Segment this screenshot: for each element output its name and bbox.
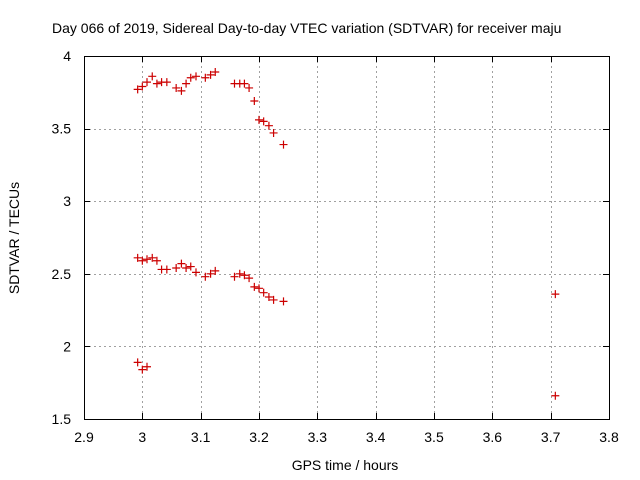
data-point-middle bbox=[138, 256, 147, 265]
data-point-middle bbox=[259, 288, 268, 297]
data-point-upper bbox=[255, 115, 263, 124]
x-tick-label: 3.5 bbox=[424, 429, 444, 445]
data-point-middle bbox=[551, 290, 560, 299]
y-tick-labels: 1.5 2 2.5 3 3.5 4 bbox=[52, 48, 72, 427]
data-point-upper bbox=[259, 117, 268, 126]
data-point-middle bbox=[255, 284, 263, 293]
data-point-upper bbox=[162, 78, 171, 87]
data-point-upper bbox=[279, 140, 288, 149]
data-point-upper bbox=[269, 128, 278, 137]
data-point-middle bbox=[206, 269, 215, 278]
data-point-upper bbox=[143, 78, 151, 87]
data-point-middle bbox=[201, 272, 210, 281]
data-point-upper bbox=[250, 97, 259, 106]
axis-ticks bbox=[84, 56, 610, 420]
x-tick-label: 3.3 bbox=[308, 429, 328, 445]
data-points bbox=[133, 67, 560, 400]
data-point-middle bbox=[192, 268, 200, 277]
data-point-upper bbox=[138, 82, 147, 91]
x-tick-label: 3.1 bbox=[191, 429, 211, 445]
data-point-middle bbox=[240, 271, 249, 280]
y-tick-label: 2.5 bbox=[52, 266, 72, 282]
data-point-middle bbox=[186, 262, 195, 271]
data-point-upper bbox=[245, 83, 254, 92]
y-axis-label: SDTVAR / TECUs bbox=[6, 182, 22, 294]
x-tick-label: 2.9 bbox=[74, 429, 94, 445]
data-point-middle bbox=[133, 253, 142, 262]
data-point-middle bbox=[250, 282, 259, 291]
x-tick-label: 3 bbox=[138, 429, 146, 445]
data-point-middle bbox=[172, 263, 181, 272]
chart-title: Day 066 of 2019, Sidereal Day-to-day VTE… bbox=[52, 20, 561, 36]
gridlines bbox=[84, 56, 609, 419]
data-point-upper bbox=[152, 79, 161, 88]
data-point-upper bbox=[240, 79, 249, 88]
x-tick-label: 3.6 bbox=[483, 429, 503, 445]
data-point-middle bbox=[211, 266, 220, 275]
data-point-middle bbox=[177, 259, 186, 268]
data-point-upper bbox=[177, 86, 186, 95]
data-point-upper bbox=[186, 73, 195, 82]
y-tick-label: 3 bbox=[63, 193, 71, 209]
y-tick-label: 1.5 bbox=[52, 411, 72, 427]
data-point-upper bbox=[206, 70, 215, 79]
data-point-upper bbox=[264, 121, 273, 130]
data-point-middle bbox=[264, 293, 273, 302]
data-point-middle bbox=[279, 297, 288, 306]
data-point-upper bbox=[182, 79, 191, 88]
data-point-middle bbox=[235, 269, 244, 278]
data-point-lower bbox=[138, 365, 147, 374]
data-point-middle bbox=[269, 295, 278, 304]
data-point-middle bbox=[148, 253, 157, 262]
x-tick-label: 3.4 bbox=[366, 429, 386, 445]
x-tick-label: 3.7 bbox=[541, 429, 561, 445]
data-point-upper bbox=[201, 73, 210, 82]
data-point-upper bbox=[148, 72, 157, 81]
data-point-lower bbox=[133, 358, 142, 367]
data-point-upper bbox=[133, 85, 142, 94]
data-point-middle bbox=[152, 256, 161, 265]
y-tick-label: 4 bbox=[63, 48, 71, 64]
data-point-lower bbox=[551, 391, 560, 400]
y-tick-label: 2 bbox=[63, 338, 71, 354]
data-point-middle bbox=[143, 255, 151, 264]
data-point-middle bbox=[162, 265, 171, 274]
data-point-lower bbox=[143, 362, 151, 371]
y-tick-label: 3.5 bbox=[52, 121, 72, 137]
plot-frame bbox=[84, 56, 610, 420]
x-tick-labels: 2.9 3 3.1 3.2 3.3 3.4 3.5 3.6 3.7 3.8 bbox=[74, 429, 619, 445]
data-point-middle bbox=[182, 263, 191, 272]
data-point-middle bbox=[245, 274, 254, 283]
x-tick-label: 3.2 bbox=[249, 429, 269, 445]
data-point-upper bbox=[192, 72, 200, 81]
x-axis-label: GPS time / hours bbox=[292, 457, 399, 473]
data-point-upper bbox=[172, 83, 181, 92]
x-tick-label: 3.8 bbox=[599, 429, 619, 445]
data-point-upper bbox=[211, 67, 220, 76]
data-point-middle bbox=[230, 272, 239, 281]
